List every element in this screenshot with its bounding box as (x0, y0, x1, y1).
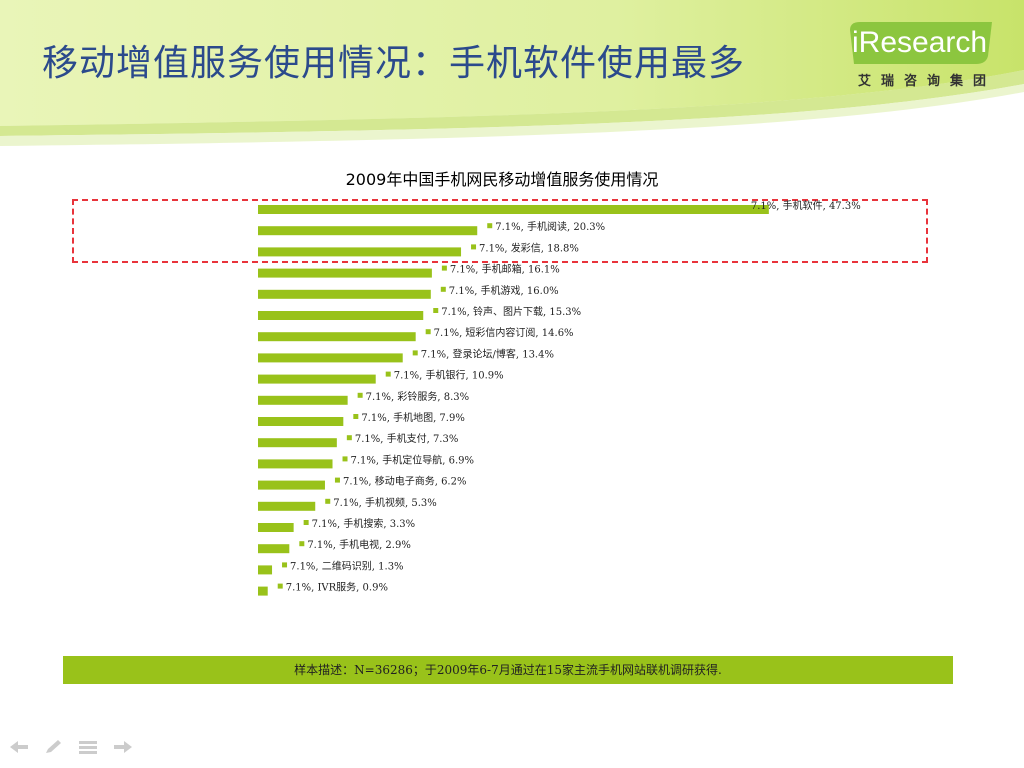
forward-arrow-icon[interactable] (110, 738, 134, 756)
data-label-17: 7.1%, 手机电视, 2.9% (307, 538, 411, 551)
label-marker-7 (425, 329, 431, 335)
bar-16 (258, 523, 294, 532)
bar-chart: 7.1%, 手机软件, 47.3% 7.1%, 手机阅读, 20.3% 7.1%, … (258, 199, 861, 596)
bar-8 (258, 353, 403, 363)
bar-6 (258, 311, 424, 320)
label-marker-12 (346, 435, 352, 441)
data-label-9: 7.1%, 手机银行, 10.9% (394, 369, 504, 382)
data-label-7: 7.1%, 短彩信内容订阅, 14.6% (434, 326, 574, 339)
label-marker-18 (282, 562, 288, 568)
label-marker-19 (277, 583, 283, 589)
bar-15 (258, 501, 316, 511)
menu-icon[interactable] (76, 738, 100, 756)
data-label-1: 7.1%, 手机软件, 47.3% (751, 199, 861, 212)
label-marker-2 (487, 223, 493, 229)
bar-11 (258, 417, 344, 426)
bar-18 (258, 565, 273, 575)
data-label-19: 7.1%, IVR服务, 0.9% (286, 581, 388, 594)
bar-4 (258, 268, 432, 278)
bar-1 (258, 205, 769, 214)
bar-5 (258, 289, 431, 299)
iresearch-logo: iResearch 艾瑞咨询集团 (848, 20, 1008, 92)
bar-2 (258, 226, 478, 236)
label-marker-13 (342, 456, 348, 462)
label-marker-10 (357, 392, 363, 398)
logo-text: iResearch (852, 26, 988, 59)
bar-7 (258, 332, 416, 342)
slide-title: 移动增值服务使用情况：手机软件使用最多 (42, 43, 746, 84)
chart-title: 2009年中国手机网民移动增值服务使用情况 (345, 170, 659, 189)
data-label-3: 7.1%, 发彩信, 18.8% (479, 241, 579, 254)
label-marker-14 (334, 477, 340, 483)
slide-navigation (8, 738, 134, 756)
back-arrow-icon[interactable] (8, 738, 32, 756)
data-label-8: 7.1%, 登录论坛/博客, 13.4% (421, 347, 554, 360)
bar-12 (258, 438, 337, 448)
logo-mark-icon (850, 22, 992, 64)
data-label-15: 7.1%, 手机视频, 5.3% (333, 496, 437, 509)
data-label-12: 7.1%, 手机支付, 7.3% (355, 432, 459, 445)
label-marker-4 (441, 265, 447, 271)
data-label-18: 7.1%, 二维码识别, 1.3% (290, 559, 404, 572)
data-label-11: 7.1%, 手机地图, 7.9% (361, 411, 465, 424)
data-label-16: 7.1%, 手机搜索, 3.3% (312, 517, 416, 530)
label-marker-16 (303, 520, 309, 525)
data-label-14: 7.1%, 移动电子商务, 6.2% (343, 475, 467, 488)
bar-3 (258, 247, 462, 257)
bar-14 (258, 480, 325, 490)
data-label-2: 7.1%, 手机阅读, 20.3% (495, 220, 605, 233)
label-marker-3 (471, 244, 477, 250)
label-marker-15 (325, 498, 331, 504)
bar-19 (258, 586, 268, 596)
label-marker-6 (433, 308, 439, 313)
bar-9 (258, 374, 376, 384)
label-marker-5 (440, 286, 446, 292)
data-label-10: 7.1%, 彩铃服务, 8.3% (366, 390, 470, 403)
header-background (0, 0, 1024, 146)
label-marker-8 (412, 350, 418, 356)
bar-13 (258, 459, 333, 469)
label-marker-17 (299, 541, 305, 547)
bar-10 (258, 395, 348, 405)
data-label-13: 7.1%, 手机定位导航, 6.9% (351, 453, 475, 466)
data-label-6: 7.1%, 铃声、图片下载, 15.3% (441, 305, 581, 318)
highlight-box (72, 199, 928, 263)
bar-17 (258, 544, 290, 554)
label-marker-9 (385, 371, 391, 377)
sample-note: 样本描述：N=36286；于2009年6-7月通过在15家主流手机网站联机调研获… (63, 656, 953, 684)
data-label-5: 7.1%, 手机游戏, 16.0% (449, 284, 559, 297)
logo-subtitle: 艾瑞咨询集团 (858, 74, 997, 89)
pen-icon[interactable] (42, 738, 66, 756)
label-marker-11 (353, 414, 359, 419)
data-label-4: 7.1%, 手机邮箱, 16.1% (450, 263, 560, 276)
